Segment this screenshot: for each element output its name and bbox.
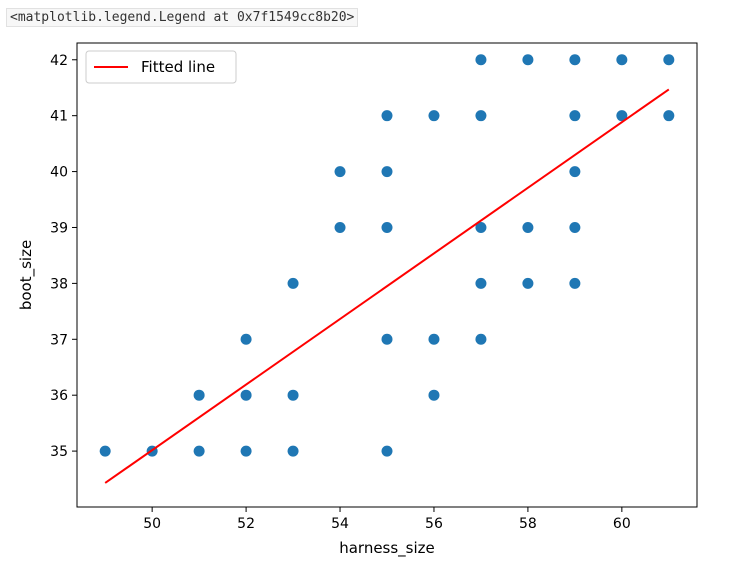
- data-point: [381, 221, 393, 233]
- data-point: [569, 221, 581, 233]
- data-point: [428, 110, 440, 122]
- data-point: [522, 54, 534, 66]
- legend-box: [85, 50, 237, 84]
- data-point: [240, 445, 252, 457]
- data-point: [287, 389, 299, 401]
- x-tick-label: 50: [143, 516, 161, 532]
- x-axis-label: harness_size: [339, 539, 435, 558]
- data-point: [616, 110, 628, 122]
- data-point: [334, 221, 346, 233]
- data-point: [569, 110, 581, 122]
- data-point: [99, 445, 111, 457]
- data-point: [475, 277, 487, 289]
- data-point: [569, 166, 581, 178]
- data-point: [475, 221, 487, 233]
- data-point: [522, 277, 534, 289]
- data-point: [287, 277, 299, 289]
- y-tick-label: 35: [50, 444, 68, 460]
- data-point: [663, 110, 675, 122]
- x-tick-label: 58: [519, 516, 537, 532]
- data-point: [569, 54, 581, 66]
- data-point: [522, 221, 534, 233]
- data-point: [381, 333, 393, 345]
- data-point: [381, 445, 393, 457]
- axes-frame: [76, 42, 698, 508]
- data-point: [428, 389, 440, 401]
- x-tick-label: 52: [237, 516, 255, 532]
- x-ticks: 50 52 54 56 58 60: [143, 507, 631, 532]
- points-layer: [99, 54, 675, 457]
- data-point: [240, 389, 252, 401]
- x-tick-label: 54: [331, 516, 349, 532]
- y-tick-label: 40: [50, 165, 68, 181]
- data-point: [381, 110, 393, 122]
- legend-label-fitted-line: Fitted line: [141, 58, 215, 76]
- data-point: [193, 445, 205, 457]
- x-tick-label: 56: [425, 516, 443, 532]
- data-point: [616, 54, 628, 66]
- y-tick-label: 41: [50, 109, 68, 125]
- data-point: [240, 333, 252, 345]
- y-axis-label: boot_size: [17, 240, 36, 310]
- y-tick-label: 36: [50, 388, 68, 404]
- data-point: [569, 277, 581, 289]
- x-tick-label: 60: [613, 516, 631, 532]
- y-tick-label: 42: [50, 53, 68, 69]
- y-tick-label: 39: [50, 220, 68, 236]
- data-point: [475, 110, 487, 122]
- data-point: [193, 389, 205, 401]
- fitted-line-layer: [104, 88, 670, 484]
- data-point: [475, 333, 487, 345]
- y-tick-label: 38: [50, 276, 68, 292]
- data-point: [287, 445, 299, 457]
- data-point: [381, 166, 393, 178]
- y-ticks: 35 36 37 38 39 40 41 42: [50, 53, 77, 460]
- legend: Fitted line: [85, 50, 237, 84]
- output-repr-text: <matplotlib.legend.Legend at 0x7f1549cc8…: [6, 8, 359, 27]
- data-point: [663, 54, 675, 66]
- data-point: [428, 333, 440, 345]
- data-point: [475, 54, 487, 66]
- fitted-line: [104, 88, 670, 484]
- data-point: [334, 166, 346, 178]
- y-tick-label: 37: [50, 332, 68, 348]
